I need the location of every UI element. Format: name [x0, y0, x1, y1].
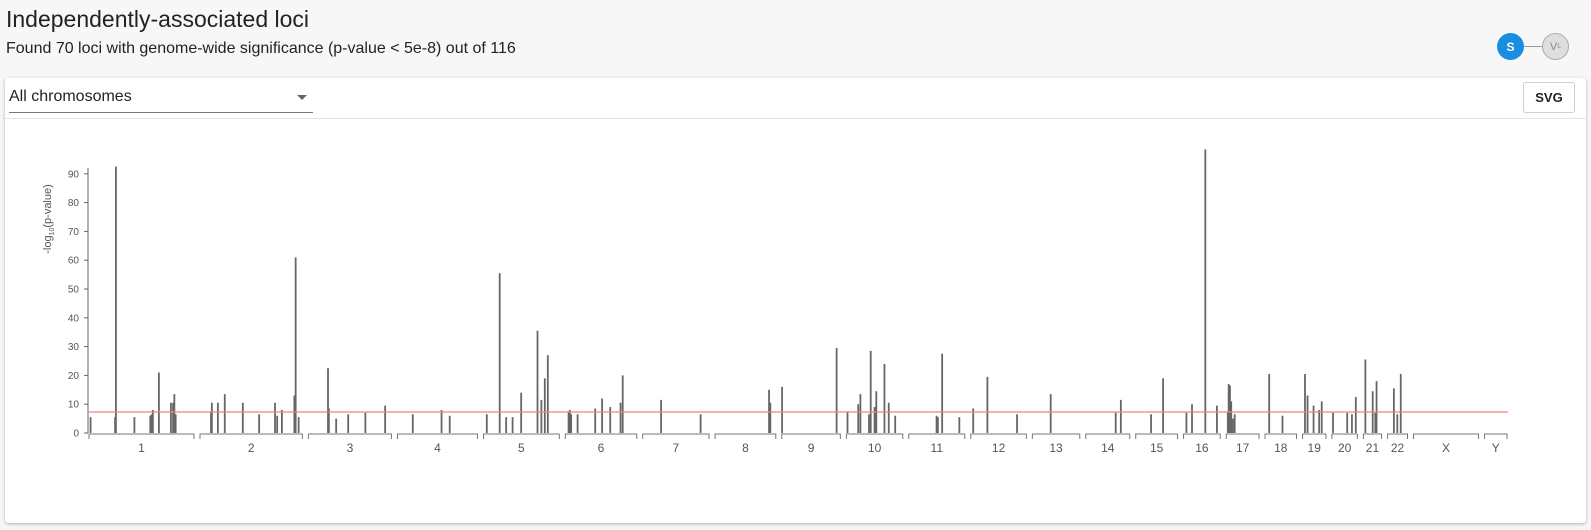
y-tick-label: 30: [68, 342, 80, 353]
chromosome-label: X: [1442, 441, 1450, 455]
chromosome-label: 7: [673, 441, 680, 455]
chromosome-bracket: [1225, 433, 1260, 439]
chromosome-label: 20: [1338, 441, 1352, 455]
chromosome-bracket: [714, 433, 777, 439]
chromosome-label: 15: [1150, 441, 1164, 455]
plot-toolbar: All chromosomes SVG: [5, 78, 1586, 119]
chromosome-bracket: [1183, 433, 1221, 439]
export-svg-button[interactable]: SVG: [1523, 82, 1575, 113]
chromosome-label: 3: [347, 441, 354, 455]
y-tick-label: 70: [68, 227, 80, 238]
y-axis-label: -log10(p-value): [42, 184, 56, 254]
chromosome-bracket: [1412, 433, 1480, 439]
step-connector: [1524, 46, 1542, 47]
chromosome-bracket: [1331, 433, 1358, 439]
step-study-label: S: [1506, 39, 1515, 54]
chromosome-bracket: [483, 433, 560, 439]
chromosome-bracket: [1387, 433, 1408, 439]
chromosome-bracket: [970, 433, 1027, 439]
chromosome-bracket: [908, 433, 966, 439]
chromosome-label: 9: [808, 441, 815, 455]
y-tick-label: 50: [68, 285, 80, 296]
chromosome-label: 19: [1308, 441, 1322, 455]
chromosome-label: 8: [742, 441, 749, 455]
chromosome-bracket: [1362, 433, 1383, 439]
y-tick-label: 20: [68, 371, 80, 382]
step-study-button[interactable]: S: [1497, 33, 1524, 60]
chromosome-label: 14: [1101, 441, 1115, 455]
chromosome-bracket: [199, 433, 303, 439]
chromosome-bracket: [1264, 433, 1298, 439]
page-subtitle: Found 70 loci with genome-wide significa…: [6, 40, 516, 57]
chromosome-label: 10: [868, 441, 882, 455]
chromosome-label: 17: [1236, 441, 1250, 455]
chromosome-label: 16: [1195, 441, 1209, 455]
page-title: Independently-associated loci: [6, 6, 310, 32]
y-tick-label: 90: [68, 169, 80, 180]
chromosome-bracket: [564, 433, 638, 439]
step-variant-sub: L: [1557, 43, 1562, 50]
chromosome-label: 6: [598, 441, 605, 455]
chromosome-label: 2: [248, 441, 255, 455]
manhattan-card: All chromosomes SVG 0 10 20 30 40 50 60 70 80 90 -…: [5, 78, 1586, 523]
step-variant-label: V: [1549, 40, 1558, 53]
chromosome-select-value: All chromosomes: [9, 88, 132, 105]
chromosome-label: 12: [992, 441, 1006, 455]
y-tick-label: 10: [68, 400, 80, 411]
chromosome-bracket: [781, 433, 841, 439]
chromosome-bracket: [307, 433, 392, 439]
y-tick-label: 80: [68, 198, 80, 209]
y-tick-label: 0: [73, 429, 79, 440]
y-tick-label: 40: [68, 313, 80, 324]
chromosome-label: 4: [434, 441, 441, 455]
chromosome-label: 1: [138, 441, 145, 455]
chromosome-select[interactable]: All chromosomes: [9, 84, 313, 113]
chromosome-label: 21: [1366, 441, 1380, 455]
y-tick-label: 60: [68, 256, 80, 267]
chromosome-bracket: [1031, 433, 1081, 439]
chromosome-label: 11: [931, 441, 944, 455]
chromosome-bracket: [1135, 433, 1179, 439]
chromosome-label: Y: [1492, 441, 1500, 455]
chromosome-bracket: [845, 433, 904, 439]
chromosome-bracket: [88, 433, 195, 439]
chromosome-label: 18: [1274, 441, 1288, 455]
chevron-down-icon: [297, 95, 307, 100]
chromosome-bracket: [642, 433, 710, 439]
chromosome-bracket: [1085, 433, 1131, 439]
chromosome-bracket: [1302, 433, 1327, 439]
chromosome-label: 5: [518, 441, 525, 455]
chromosome-bracket: [1484, 433, 1508, 439]
chromosome-bracket: [396, 433, 479, 439]
chromosome-label: 13: [1049, 441, 1063, 455]
chromosome-label: 22: [1391, 441, 1405, 455]
